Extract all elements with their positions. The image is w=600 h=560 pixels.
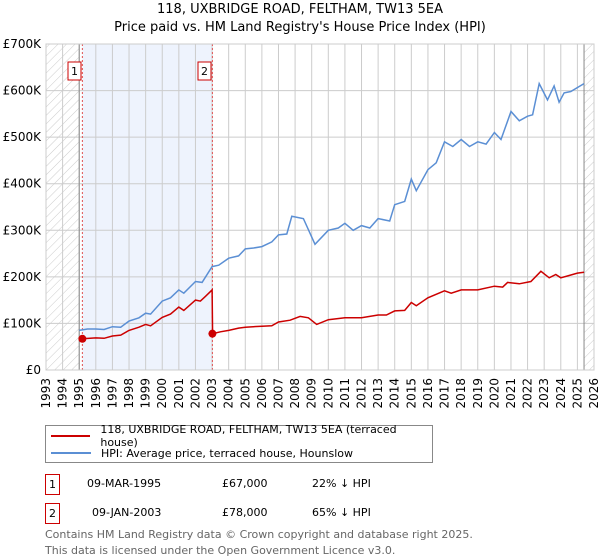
x-tick-label: 1994 <box>56 378 70 409</box>
x-tick-label: 2010 <box>321 378 335 409</box>
x-tick-label: 2011 <box>338 378 352 409</box>
marker-box <box>197 61 212 81</box>
hatched-no-data-right <box>584 44 594 370</box>
x-tick-label: 2022 <box>521 378 535 409</box>
x-tick-label: 2017 <box>438 378 452 409</box>
marker-number: 1 <box>71 65 78 78</box>
y-tick-label: £0 <box>26 363 41 377</box>
x-tick-label: 1997 <box>105 378 119 409</box>
price-chart: 1993 1994 1995 1996 1997 1998 1999 2000 2001 2002… <box>3 37 600 409</box>
legend-item-hpi: HPI: Average price, terraced house, Houn… <box>46 445 353 461</box>
y-tick-label: £100K <box>3 316 43 330</box>
sale-point <box>78 334 87 343</box>
x-tick-label: 2006 <box>255 378 269 409</box>
chart-subtitle: Price paid vs. HM Land Registry's House … <box>114 20 486 35</box>
legend: 118, UXBRIDGE ROAD, FELTHAM, TW13 5EA (t… <box>45 423 433 463</box>
x-tick-label: 2025 <box>570 378 584 409</box>
x-tick-label: 2018 <box>454 378 468 409</box>
footer-licence: This data is licensed under the Open Gov… <box>45 544 396 557</box>
x-tick-label: 2014 <box>388 378 402 409</box>
x-tick-label: 2023 <box>537 378 551 409</box>
marker-label: 2 <box>197 61 212 81</box>
y-tick-label: £500K <box>3 130 43 144</box>
legend-label: 118, UXBRIDGE ROAD, FELTHAM, TW13 5EA (t… <box>100 423 397 449</box>
x-tick-label: 2002 <box>188 378 202 409</box>
hpi-line <box>79 81 585 332</box>
marker-badge: 2 <box>45 503 60 524</box>
x-tick-label: 2012 <box>355 378 369 409</box>
x-tick-label: 1993 <box>39 378 53 409</box>
chart-title: 118, UXBRIDGE ROAD, FELTHAM, TW13 5EA <box>157 2 443 17</box>
x-tick-label: 2004 <box>222 378 236 409</box>
transaction-price: £67,000 <box>222 477 268 490</box>
x-tick-label: 1999 <box>139 378 153 409</box>
legend-swatch-blue <box>51 452 91 454</box>
x-tick-label: 2021 <box>504 378 518 409</box>
legend-item-property: 118, UXBRIDGE ROAD, FELTHAM, TW13 5EA (t… <box>46 423 432 449</box>
x-tick-label: 1996 <box>89 378 103 409</box>
x-tick-label: 1995 <box>72 378 86 409</box>
x-tick-label: 2005 <box>238 378 252 409</box>
x-tick-label: 2020 <box>487 378 501 409</box>
ownership-shade <box>82 44 213 370</box>
legend-label: HPI: Average price, terraced house, Houn… <box>101 446 353 460</box>
legend-swatch-red <box>51 435 91 437</box>
x-tick-label: 1998 <box>122 378 136 409</box>
y-tick-label: £600K <box>3 84 43 98</box>
footer-copyright: Contains HM Land Registry data © Crown c… <box>45 528 473 541</box>
y-tick-label: £200K <box>3 270 43 284</box>
y-tick-label: £400K <box>3 177 43 191</box>
marker-label: 1 <box>67 61 82 81</box>
x-tick-label: 2001 <box>172 378 186 409</box>
marker-badge: 1 <box>45 474 60 495</box>
x-tick-label: 2015 <box>404 378 418 409</box>
transaction-date: 09-MAR-1995 <box>87 477 162 490</box>
x-tick-label: 2016 <box>421 378 435 409</box>
x-tick-label: 2019 <box>471 378 485 409</box>
x-tick-label: 2009 <box>305 378 319 409</box>
marker-number: 2 <box>201 65 208 78</box>
transaction-delta: 65% ↓ HPI <box>312 506 371 519</box>
x-tick-label: 2000 <box>155 378 169 409</box>
x-tick-label: 2013 <box>371 378 385 409</box>
transaction-price: £78,000 <box>222 506 268 519</box>
property-price-line <box>82 270 585 340</box>
x-tick-label: 2024 <box>554 378 568 409</box>
x-tick-label: 2003 <box>205 378 219 409</box>
x-tick-label: 2008 <box>288 378 302 409</box>
y-tick-label: £300K <box>3 223 43 237</box>
x-tick-label: 2007 <box>271 378 285 409</box>
transaction-delta: 22% ↓ HPI <box>312 477 371 490</box>
transaction-date: 09-JAN-2003 <box>92 506 162 519</box>
sale-point <box>208 329 217 338</box>
plot-border <box>45 43 595 371</box>
marker-box <box>67 61 82 81</box>
x-tick-label: 2026 <box>587 378 600 409</box>
y-tick-label: £700K <box>3 37 43 51</box>
